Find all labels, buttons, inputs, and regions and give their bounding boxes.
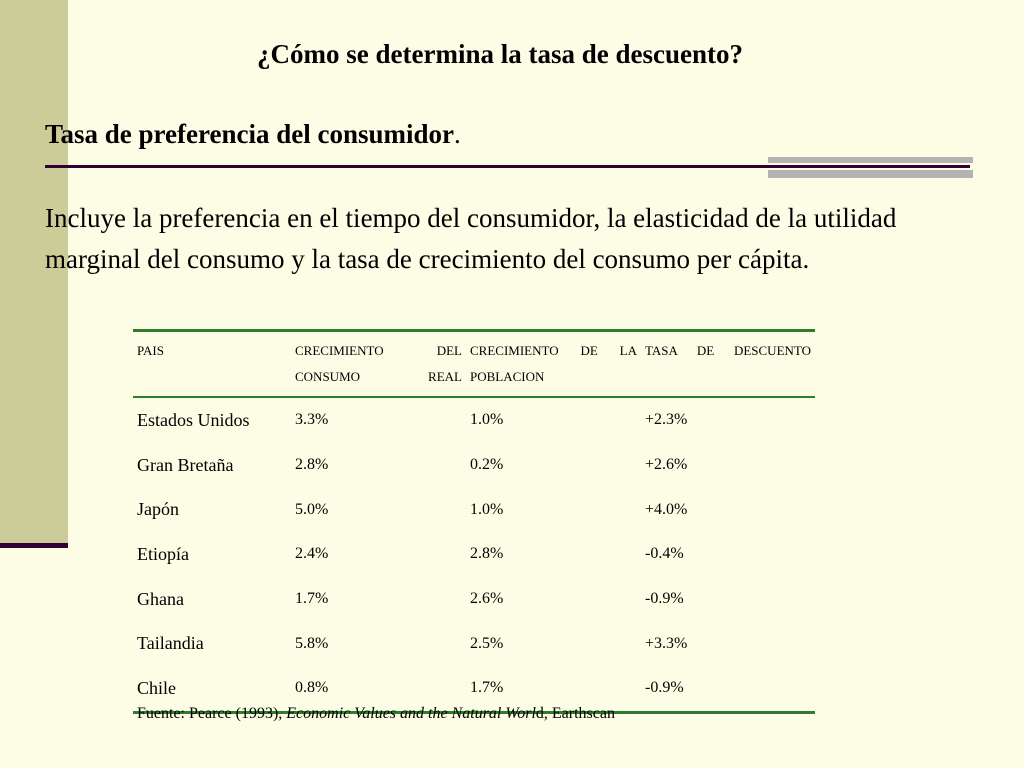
table-row: Chile 0.8% 1.7% -0.9% [133,666,815,714]
divider-accent-bottom [768,170,973,178]
divider-line [45,165,970,168]
cell-country: Ghana [137,588,184,609]
table-header-row: PAIS CRECIMIENTO DEL CONSUMO REAL CRECIM… [133,329,815,398]
discount-rate-table: PAIS CRECIMIENTO DEL CONSUMO REAL CRECIM… [133,329,815,714]
cell-country: Estados Unidos [137,409,250,430]
table-row: Etiopía 2.4% 2.8% -0.4% [133,532,815,577]
cell-consumption-growth: 0.8% [291,666,466,714]
header-crecimiento-consumo: CRECIMIENTO DEL CONSUMO REAL [291,329,466,398]
cell-consumption-growth: 5.0% [295,500,329,518]
cell-population-growth: 1.0% [470,411,504,429]
slide-body-text: Incluye la preferencia en el tiempo del … [45,203,897,274]
cell-discount-rate: -0.4% [645,545,684,563]
cell-population-growth: 0.2% [470,456,504,474]
cell-discount-rate: +2.6% [645,456,688,474]
cell-consumption-growth: 2.8% [295,456,329,474]
header-crecimiento-poblacion: CRECIMIENTO DE LA POBLACION [466,329,641,398]
subtitle-period: . [454,119,461,149]
table-row: Tailandia 5.8% 2.5% +3.3% [133,621,815,666]
cell-country: Tailandia [137,633,204,654]
cell-population-growth: 2.8% [470,545,504,563]
source-citation: Fuente: Pearce (1993), Economic Values a… [137,705,615,723]
cell-country: Etiopía [137,543,189,564]
slide-subtitle: Tasa de preferencia del consumidor. [45,118,461,150]
cell-discount-rate: +4.0% [645,500,688,518]
cell-consumption-growth: 5.8% [295,634,329,652]
header-pais: PAIS [133,329,291,398]
source-prefix: Fuente: Pearce (1993), [137,705,287,722]
divider-accent-top [768,157,973,163]
cell-population-growth: 1.0% [470,500,504,518]
table-row: Estados Unidos 3.3% 1.0% +2.3% [133,397,815,443]
table-row: Gran Bretaña 2.8% 0.2% +2.6% [133,443,815,488]
source-title: Economic Values and the Natural Worl [286,705,536,722]
cell-country: Chile [133,666,291,714]
header-tasa-descuento: TASA DE DESCUENTO [641,329,815,398]
cell-country: Japón [137,499,179,520]
cell-discount-rate: -0.9% [641,666,815,714]
cell-population-growth: 2.5% [470,634,504,652]
cell-country: Gran Bretaña [137,454,234,475]
cell-consumption-growth: 3.3% [295,411,329,429]
cell-discount-rate: +3.3% [645,634,688,652]
cell-consumption-growth: 1.7% [295,590,329,608]
side-bar-decoration [0,0,68,548]
source-suffix: d, Earthscan [535,705,615,722]
cell-population-growth: 1.7% [466,666,641,714]
cell-discount-rate: +2.3% [645,411,688,429]
subtitle-text: Tasa de preferencia del consumidor [45,119,455,149]
cell-consumption-growth: 2.4% [295,545,329,563]
cell-discount-rate: -0.9% [645,590,684,608]
cell-population-growth: 2.6% [470,590,504,608]
table-row: Japón 5.0% 1.0% +4.0% [133,487,815,532]
table-row: Ghana 1.7% 2.6% -0.9% [133,577,815,622]
side-bar-underline [0,543,68,548]
slide-title: ¿Cómo se determina la tasa de descuento? [257,39,743,69]
